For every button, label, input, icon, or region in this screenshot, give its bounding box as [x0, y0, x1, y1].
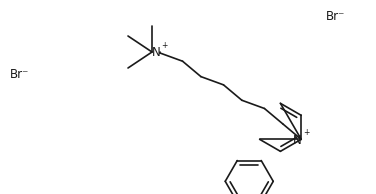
- Text: +: +: [161, 41, 167, 49]
- Text: N: N: [152, 47, 161, 60]
- Text: +: +: [303, 128, 309, 137]
- Text: Br⁻: Br⁻: [10, 68, 29, 81]
- Text: Br⁻: Br⁻: [326, 10, 346, 23]
- Text: N: N: [293, 134, 302, 147]
